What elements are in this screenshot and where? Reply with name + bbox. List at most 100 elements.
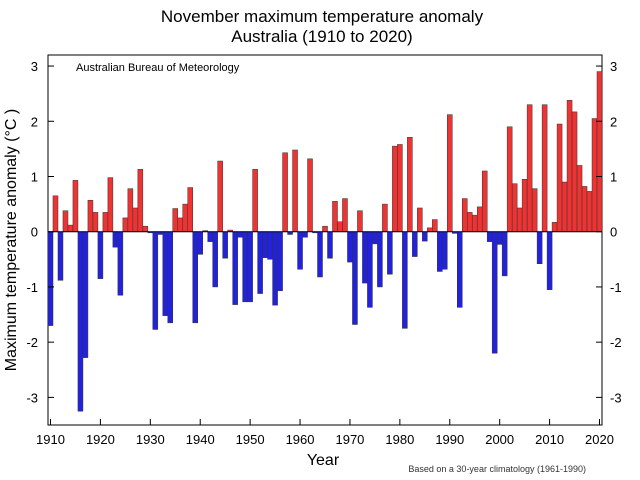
- bar-1937: [182, 203, 188, 232]
- bar-1952: [257, 231, 263, 294]
- bar-1912: [57, 231, 64, 281]
- bar-1927: [132, 207, 139, 232]
- x-tick-label: 2020: [585, 432, 614, 447]
- bar-1956: [277, 231, 283, 292]
- bar-1976: [377, 231, 383, 288]
- x-tick-label: 2000: [485, 432, 514, 447]
- bar-1968: [337, 221, 343, 232]
- bar-2007: [531, 188, 538, 232]
- bar-1966: [327, 231, 333, 259]
- bars-group: [47, 71, 603, 412]
- bar-1971: [352, 231, 358, 325]
- bar-2012: [556, 123, 563, 232]
- x-tick-label: 1920: [86, 432, 115, 447]
- bar-1989: [442, 231, 448, 270]
- y-tick-label-left: -1: [26, 280, 38, 295]
- y-tick-label-right: 3: [610, 59, 617, 74]
- bar-1999: [491, 231, 498, 354]
- bar-1942: [207, 231, 213, 242]
- bar-1961: [302, 231, 308, 238]
- bar-1917: [82, 231, 89, 358]
- bar-1950: [247, 231, 253, 303]
- bar-1951: [252, 169, 258, 232]
- bar-1983: [412, 231, 418, 257]
- bar-1978: [387, 231, 393, 275]
- bar-1939: [192, 231, 198, 324]
- footnote: Based on a 30-year climatology (1961-199…: [408, 464, 586, 474]
- bar-1997: [481, 170, 488, 232]
- bar-2001: [501, 231, 508, 277]
- bar-1965: [322, 225, 328, 232]
- bar-1920: [97, 231, 104, 279]
- bar-2008: [536, 231, 543, 264]
- bar-1973: [362, 231, 368, 284]
- bar-2016: [576, 165, 583, 232]
- bar-1982: [407, 137, 413, 232]
- bar-1993: [462, 198, 468, 232]
- bar-2010: [546, 231, 553, 290]
- bar-1972: [357, 210, 363, 232]
- plot-area: [47, 54, 603, 426]
- bar-2018: [586, 191, 593, 232]
- y-tick-label-right: -2: [610, 335, 622, 350]
- bar-1977: [382, 203, 388, 232]
- bar-1944: [217, 160, 223, 232]
- y-ticks-right: -3 -2 -1 0 1 2 3: [596, 59, 622, 405]
- bar-1953: [262, 231, 268, 258]
- y-tick-label-right: -1: [610, 280, 622, 295]
- bar-1922: [107, 177, 114, 232]
- x-tick-label: 1970: [335, 432, 364, 447]
- bar-1955: [272, 231, 278, 306]
- bar-1981: [402, 231, 408, 329]
- y-tick-label-left: 2: [31, 114, 38, 129]
- bar-2003: [511, 183, 518, 232]
- y-tick-label-left: 0: [31, 225, 38, 240]
- bar-1960: [297, 231, 303, 270]
- bar-1984: [417, 207, 423, 232]
- bar-1947: [232, 231, 238, 305]
- bar-1943: [212, 231, 218, 288]
- bar-1921: [102, 212, 109, 232]
- bar-2011: [551, 222, 558, 232]
- bar-1975: [372, 231, 378, 245]
- chart-subtitle: Australia (1910 to 2020): [231, 27, 412, 46]
- bar-1964: [317, 231, 323, 278]
- bar-2009: [541, 104, 548, 232]
- x-tick-label: 1930: [136, 432, 165, 447]
- bar-1957: [282, 152, 288, 232]
- bar-1925: [122, 217, 129, 232]
- y-axis-label: Maximum temperature anomaly (°C ): [3, 109, 20, 371]
- bar-2017: [581, 186, 588, 232]
- bar-2015: [571, 111, 578, 232]
- bar-1954: [267, 231, 273, 260]
- bar-1934: [167, 231, 174, 324]
- bar-1914: [67, 224, 74, 232]
- bar-1996: [476, 206, 483, 232]
- y-ticks-left: -3 -2 -1 0 1 2 3: [26, 59, 54, 405]
- bar-1969: [342, 198, 348, 232]
- bar-1979: [392, 145, 398, 232]
- bar-2002: [506, 126, 513, 232]
- x-axis-label: Year: [307, 452, 340, 469]
- x-tick-label: 1950: [236, 432, 265, 447]
- bar-1918: [87, 199, 94, 232]
- bar-1945: [222, 231, 228, 259]
- bar-1980: [397, 144, 403, 232]
- bar-1962: [307, 158, 313, 232]
- y-tick-label-right: 1: [610, 169, 617, 184]
- bar-1933: [162, 231, 169, 316]
- bar-1936: [177, 217, 184, 232]
- bar-2013: [561, 181, 568, 232]
- bar-1928: [137, 169, 144, 232]
- chart-annotation: Australian Bureau of Meteorology: [76, 62, 240, 74]
- x-ticks: 1910 1920 1930 1940 1950 1960 1970 1980 1990 2000…: [36, 419, 614, 447]
- bar-1935: [172, 208, 179, 232]
- bar-1985: [422, 231, 428, 242]
- bar-1994: [466, 212, 473, 232]
- bar-1987: [432, 219, 438, 232]
- bar-2000: [496, 231, 503, 245]
- bar-1974: [367, 231, 373, 308]
- bar-1988: [437, 231, 443, 272]
- bar-2006: [526, 104, 533, 232]
- bar-2014: [566, 100, 573, 232]
